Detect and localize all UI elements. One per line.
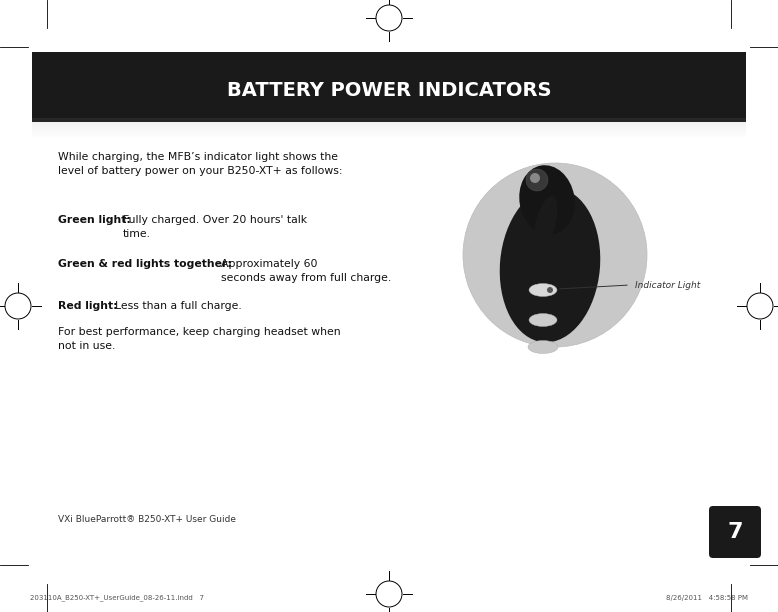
- Bar: [32, 128, 746, 129]
- Bar: [32, 127, 746, 128]
- Ellipse shape: [519, 165, 575, 235]
- Bar: [32, 52, 746, 122]
- Bar: [32, 133, 746, 134]
- Ellipse shape: [529, 313, 557, 326]
- Ellipse shape: [529, 283, 557, 296]
- Bar: [32, 121, 746, 122]
- Text: 203110A_B250-XT+_UserGuide_08-26-11.indd   7: 203110A_B250-XT+_UserGuide_08-26-11.indd…: [30, 595, 204, 602]
- Ellipse shape: [526, 169, 548, 191]
- Text: Red light:: Red light:: [58, 301, 117, 311]
- Text: Indicator Light: Indicator Light: [635, 280, 700, 289]
- Ellipse shape: [528, 340, 558, 354]
- Circle shape: [463, 163, 647, 347]
- Text: Less than a full charge.: Less than a full charge.: [115, 301, 242, 311]
- Text: While charging, the MFB’s indicator light shows the
level of battery power on yo: While charging, the MFB’s indicator ligh…: [58, 152, 342, 176]
- Bar: [32, 125, 746, 126]
- Bar: [32, 118, 746, 119]
- Bar: [32, 132, 746, 133]
- Text: Green & red lights together:: Green & red lights together:: [58, 259, 232, 269]
- Text: 7: 7: [727, 522, 743, 542]
- Bar: [32, 134, 746, 135]
- Ellipse shape: [530, 173, 540, 183]
- Bar: [32, 123, 746, 124]
- Text: BATTERY POWER INDICATORS: BATTERY POWER INDICATORS: [226, 81, 552, 100]
- Text: Green light:: Green light:: [58, 215, 131, 225]
- Bar: [32, 129, 746, 130]
- Bar: [32, 124, 746, 125]
- Text: Approximately 60
seconds away from full charge.: Approximately 60 seconds away from full …: [221, 259, 391, 283]
- Ellipse shape: [533, 196, 557, 254]
- Bar: [32, 126, 746, 127]
- Circle shape: [547, 287, 553, 293]
- Bar: [32, 137, 746, 138]
- Bar: [32, 131, 746, 132]
- Bar: [32, 130, 746, 131]
- Text: 8/26/2011   4:58:58 PM: 8/26/2011 4:58:58 PM: [666, 595, 748, 601]
- FancyBboxPatch shape: [709, 506, 761, 558]
- Text: VXi BlueParrott® B250-XT+ User Guide: VXi BlueParrott® B250-XT+ User Guide: [58, 515, 236, 524]
- Bar: [32, 119, 746, 120]
- Ellipse shape: [499, 188, 601, 342]
- Bar: [32, 122, 746, 123]
- Text: For best performance, keep charging headset when
not in use.: For best performance, keep charging head…: [58, 327, 341, 351]
- Bar: [32, 135, 746, 136]
- Bar: [32, 120, 746, 121]
- Text: Fully charged. Over 20 hours' talk
time.: Fully charged. Over 20 hours' talk time.: [123, 215, 307, 239]
- Bar: [32, 136, 746, 137]
